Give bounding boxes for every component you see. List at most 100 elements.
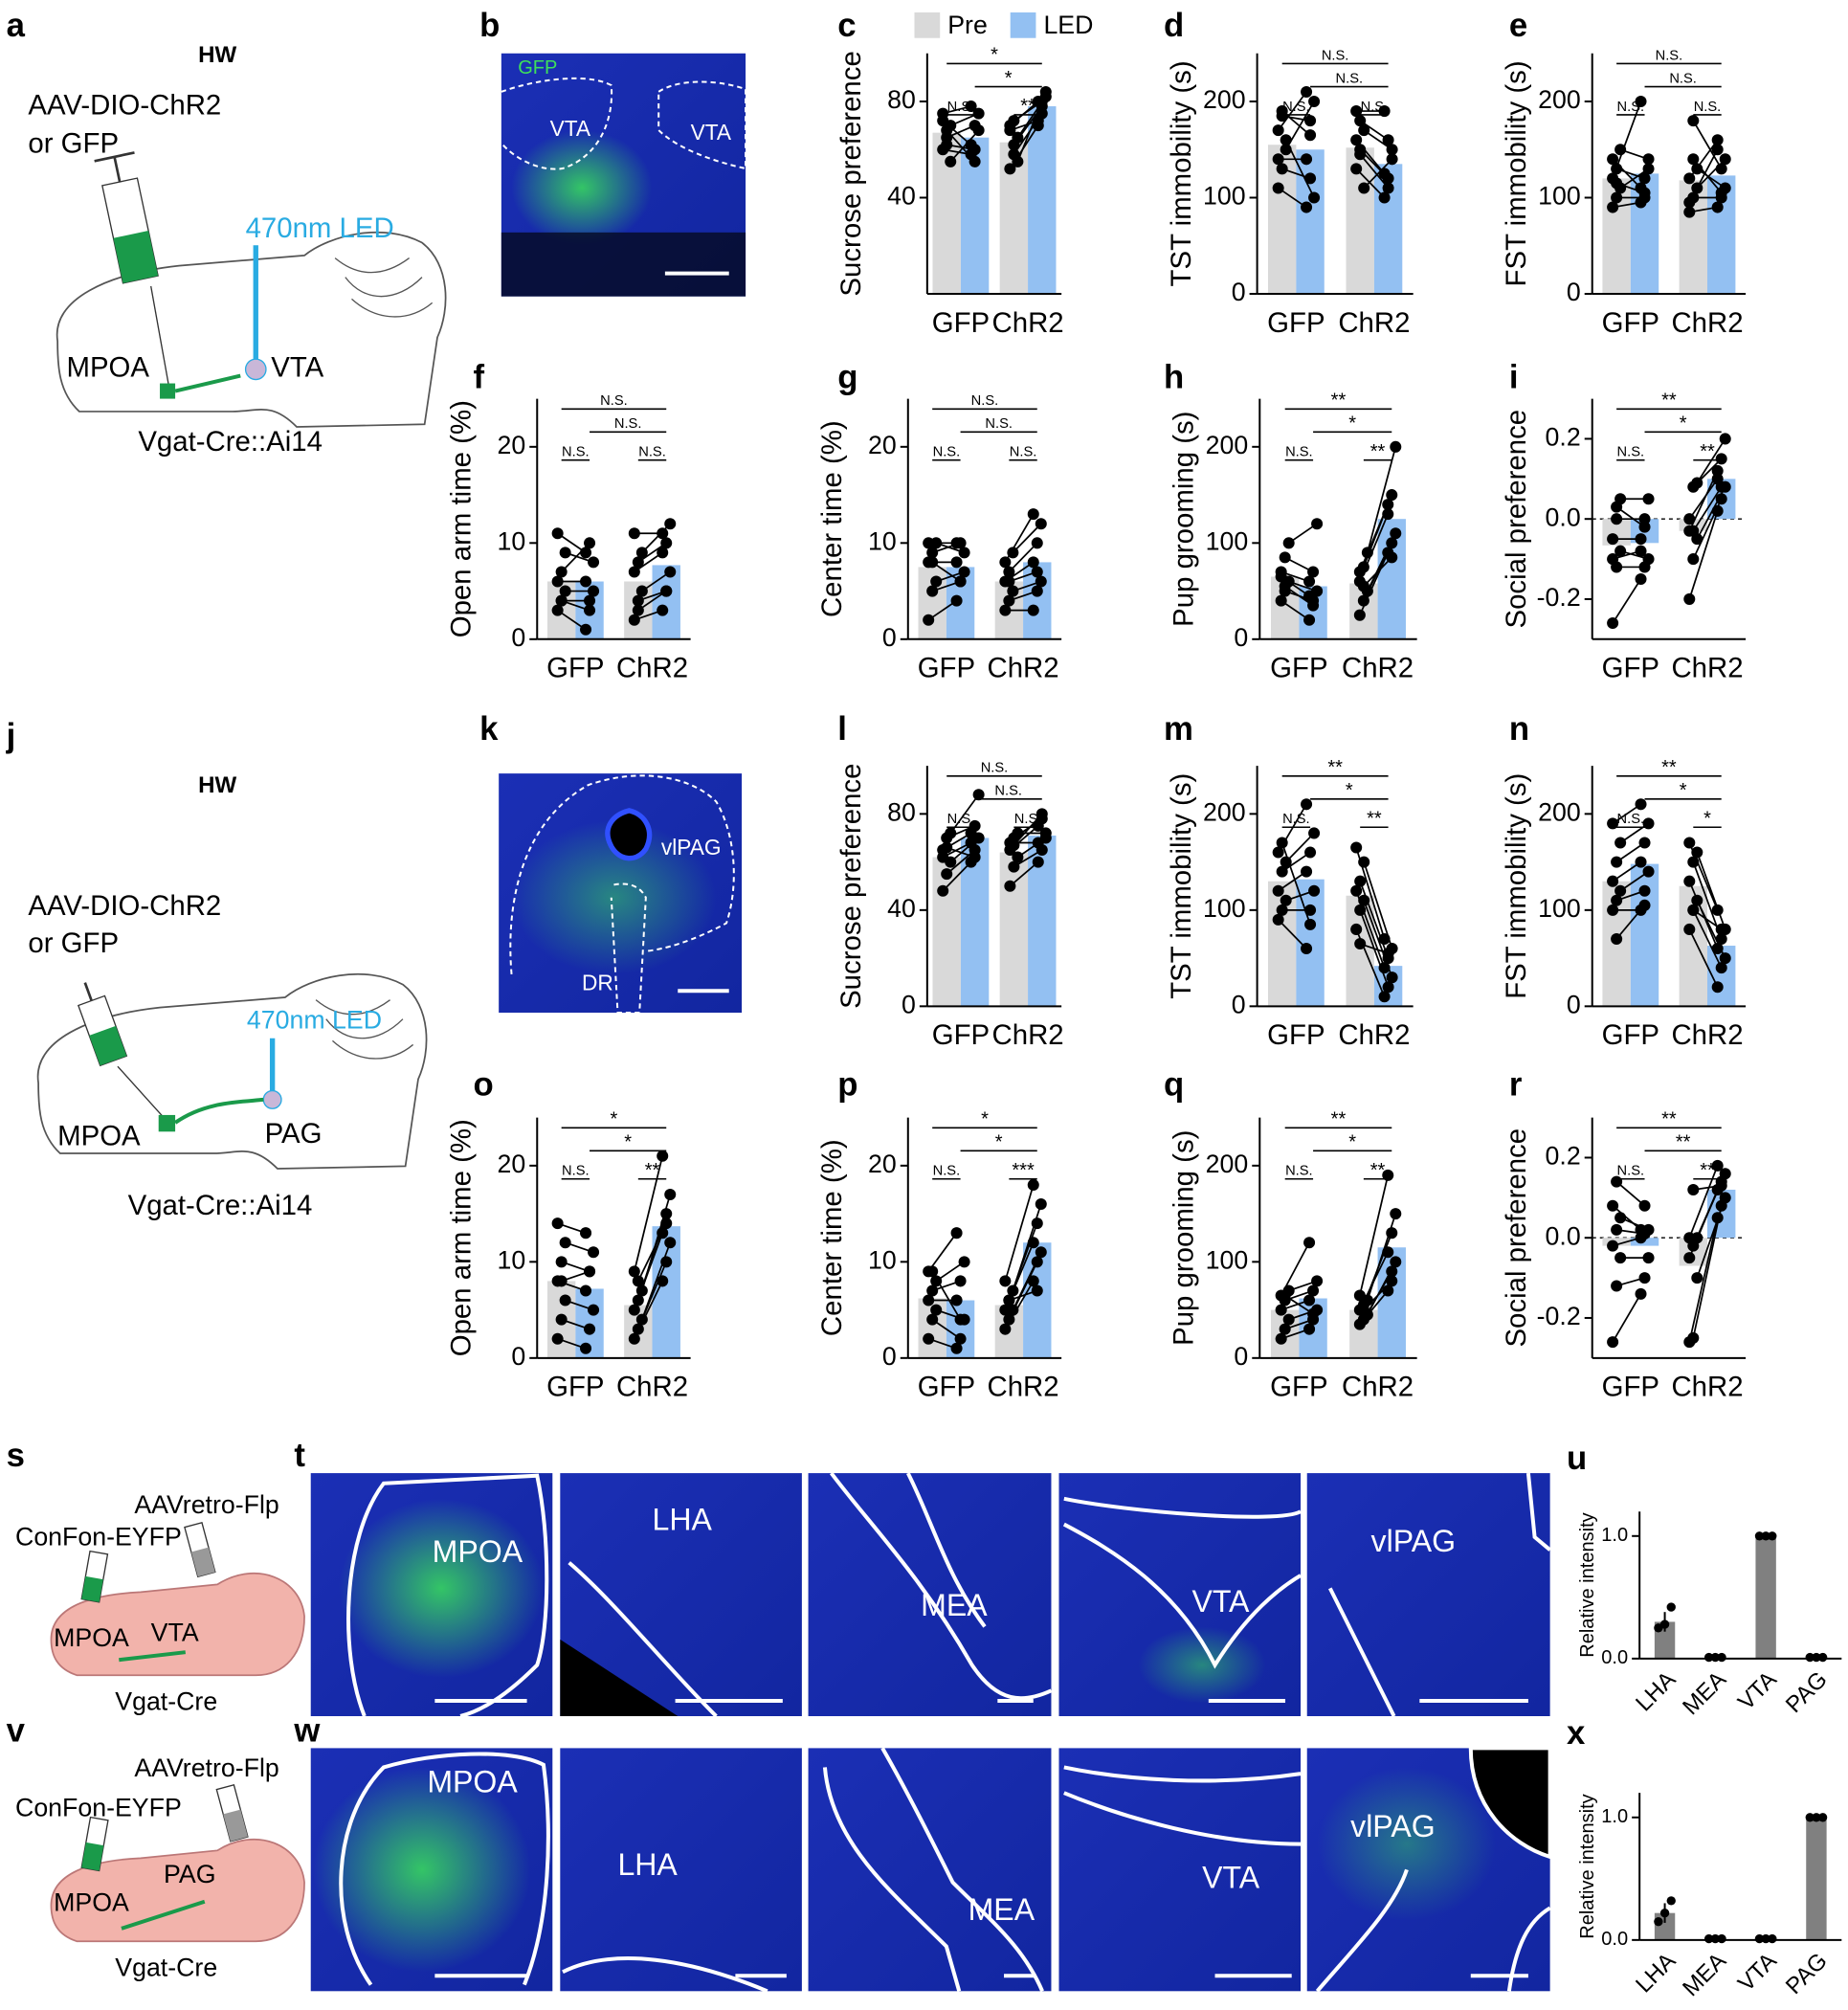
data-point bbox=[937, 107, 949, 120]
y-tick-label: -0.2 bbox=[1537, 1302, 1581, 1330]
data-point bbox=[1761, 1933, 1770, 1944]
x-tick-label: GFP bbox=[918, 1372, 975, 1403]
significance-label: N.S. bbox=[562, 445, 590, 460]
panel-letter: o bbox=[473, 1067, 493, 1104]
data-point bbox=[1754, 1531, 1765, 1541]
data-point bbox=[1611, 1280, 1623, 1292]
data-point bbox=[551, 1217, 564, 1230]
pair-line bbox=[1363, 556, 1392, 588]
significance-label: * bbox=[1005, 68, 1013, 89]
y-tick-label: 10 bbox=[497, 1245, 525, 1274]
data-point bbox=[1031, 566, 1043, 578]
data-point bbox=[1378, 191, 1391, 204]
data-point bbox=[1683, 206, 1696, 218]
data-point bbox=[1003, 1313, 1015, 1326]
x-tick-label: ChR2 bbox=[616, 1372, 688, 1403]
data-point bbox=[1611, 501, 1623, 513]
y-tick-label: 100 bbox=[1203, 894, 1246, 923]
y-tick-label: 0 bbox=[511, 1342, 525, 1371]
data-point bbox=[635, 547, 648, 559]
x-tick-label: ChR2 bbox=[1671, 1019, 1743, 1051]
data-point bbox=[1635, 572, 1647, 586]
x-tick-label: VTA bbox=[1733, 1948, 1782, 1997]
data-point bbox=[1003, 594, 1015, 607]
data-point bbox=[1007, 1284, 1019, 1297]
x-tick-label: LHA bbox=[1631, 1666, 1681, 1716]
significance-label: N.S. bbox=[1336, 71, 1364, 86]
data-point bbox=[588, 1304, 600, 1316]
source-label: MPOA bbox=[54, 1623, 129, 1652]
data-point bbox=[1717, 1933, 1726, 1944]
data-point bbox=[1611, 894, 1623, 906]
pair-line bbox=[1696, 852, 1726, 930]
significance-label: N.S. bbox=[562, 1164, 590, 1179]
data-point bbox=[632, 594, 644, 607]
data-point bbox=[1307, 599, 1320, 612]
mouse-line: Vgat-Cre::Ai14 bbox=[138, 426, 323, 458]
data-point bbox=[1308, 827, 1321, 839]
target-label: VTA bbox=[151, 1619, 199, 1647]
data-point bbox=[1350, 105, 1363, 118]
y-tick-label: 100 bbox=[1538, 894, 1581, 923]
data-point bbox=[1711, 504, 1724, 517]
data-point bbox=[1303, 614, 1316, 626]
data-point bbox=[1008, 860, 1020, 873]
data-point bbox=[1642, 1252, 1655, 1264]
data-point bbox=[1614, 837, 1627, 849]
pair-line bbox=[1688, 478, 1719, 520]
data-point bbox=[1008, 139, 1020, 151]
data-point bbox=[1279, 580, 1291, 592]
micrograph bbox=[1306, 1473, 1550, 1717]
legend-swatch bbox=[1010, 12, 1036, 38]
pair-line bbox=[1612, 1293, 1642, 1343]
significance-label: N.S. bbox=[1694, 100, 1722, 115]
schematic-s: s AAVretro-Flp ConFon-EYFP MPOA VTA Vgat… bbox=[7, 1438, 305, 1716]
micrograph bbox=[808, 1748, 1052, 1992]
micrograph bbox=[808, 1473, 1052, 1717]
data-point bbox=[926, 556, 939, 569]
pair-line bbox=[1363, 158, 1393, 190]
data-point bbox=[1761, 1531, 1770, 1541]
condition: HW bbox=[198, 772, 236, 798]
data-point bbox=[1635, 856, 1647, 868]
region-outline bbox=[501, 77, 613, 170]
data-point bbox=[954, 575, 967, 588]
data-point bbox=[1715, 453, 1727, 465]
data-point bbox=[923, 1332, 935, 1345]
data-point bbox=[657, 547, 669, 559]
target-label: PAG bbox=[265, 1118, 323, 1150]
y-tick-label: 0 bbox=[1234, 1342, 1248, 1371]
y-tick-label: 80 bbox=[887, 797, 916, 826]
panel-letter: e bbox=[1509, 8, 1527, 44]
data-point bbox=[657, 1150, 669, 1162]
x-tick-label: GFP bbox=[546, 653, 604, 684]
data-point bbox=[1717, 1652, 1726, 1663]
data-point bbox=[954, 1332, 967, 1345]
data-point bbox=[1003, 1294, 1015, 1306]
data-point bbox=[950, 1294, 963, 1306]
significance-label: * bbox=[1348, 1132, 1356, 1153]
data-point bbox=[1354, 148, 1367, 161]
data-point bbox=[1691, 1272, 1703, 1284]
data-point bbox=[1012, 851, 1024, 863]
data-point bbox=[1642, 553, 1655, 566]
data-point bbox=[1642, 493, 1655, 505]
data-point bbox=[1638, 513, 1651, 525]
light: 470nm LED bbox=[246, 212, 394, 244]
data-point bbox=[551, 604, 564, 616]
data-point bbox=[1683, 592, 1696, 605]
data-point bbox=[584, 1265, 596, 1278]
mouse-line: Vgat-Cre bbox=[115, 1687, 217, 1716]
mouse-line: Vgat-Cre bbox=[115, 1954, 217, 1982]
data-point bbox=[1614, 144, 1627, 156]
data-point bbox=[926, 547, 939, 559]
data-point bbox=[1805, 1652, 1815, 1663]
projection bbox=[119, 1650, 186, 1663]
region-outline bbox=[1327, 1472, 1551, 1717]
data-point bbox=[1307, 1284, 1320, 1297]
y-tick-label: 0 bbox=[902, 990, 916, 1018]
data-point bbox=[1642, 153, 1655, 166]
y-tick-label: 100 bbox=[1206, 1245, 1249, 1274]
significance-label: * bbox=[1348, 413, 1356, 435]
signal bbox=[511, 820, 717, 974]
